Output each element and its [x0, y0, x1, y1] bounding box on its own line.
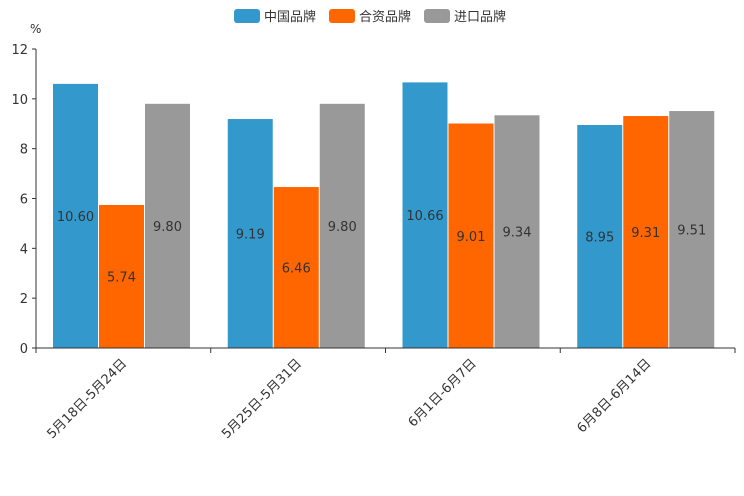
- bar: [402, 82, 448, 348]
- data-label: 9.51: [677, 224, 706, 239]
- bars: 10.60 9.19 10.66 8.95 5.74 6.46 9.01 9.31 9.80 9.…: [53, 82, 715, 349]
- bar: [669, 111, 715, 348]
- data-label: 5.74: [107, 270, 136, 285]
- data-label: 9.19: [236, 228, 265, 243]
- legend-item[interactable]: 合资品牌: [329, 9, 411, 25]
- y-tick-label: 4: [20, 242, 28, 257]
- data-label: 9.01: [457, 230, 486, 245]
- bar: [145, 103, 190, 348]
- data-label: 8.95: [585, 230, 614, 245]
- legend: 中国品牌 合资品牌 进口品牌: [234, 9, 506, 25]
- data-label: 9.80: [328, 220, 357, 235]
- bar: [494, 115, 540, 348]
- data-label: 9.80: [153, 220, 182, 235]
- x-tick-label: 6月1日-6月7日: [406, 356, 480, 430]
- legend-label: 中国品牌: [264, 9, 316, 25]
- data-label: 10.66: [406, 209, 443, 224]
- bar: [53, 83, 98, 348]
- legend-label: 合资品牌: [359, 9, 411, 25]
- y-tick-label: 12: [11, 43, 28, 58]
- bar: [273, 187, 319, 348]
- data-label: 6.46: [282, 262, 311, 277]
- y-tick-label: 2: [20, 292, 28, 307]
- x-tick-label: 5月18日-5月24日: [44, 356, 130, 442]
- bar: [319, 103, 365, 348]
- y-tick-label: 8: [20, 143, 28, 158]
- legend-item[interactable]: 中国品牌: [234, 9, 316, 25]
- data-label: 9.31: [631, 226, 660, 241]
- legend-swatch: [329, 9, 355, 23]
- x-axis: 5月18日-5月24日 5月25日-5月31日 6月1日-6月7日 6月8日-6月14…: [35, 347, 736, 442]
- x-tick-label: 6月8日-6月14日: [575, 356, 655, 436]
- legend-swatch: [234, 9, 260, 23]
- y-axis-unit-label: %: [30, 22, 41, 36]
- data-label: 10.60: [57, 210, 94, 225]
- y-tick-label: 0: [20, 342, 28, 357]
- legend-swatch: [424, 9, 450, 23]
- legend-label: 进口品牌: [454, 9, 506, 25]
- bar: [623, 116, 669, 348]
- x-tick-label: 5月25日-5月31日: [219, 356, 305, 442]
- y-axis: 0 2 4 6 8 10 12: [11, 43, 37, 357]
- bar: [577, 124, 623, 348]
- y-tick-label: 6: [20, 193, 28, 208]
- legend-item[interactable]: 进口品牌: [424, 9, 506, 25]
- bar: [448, 123, 494, 349]
- y-tick-label: 10: [11, 93, 28, 108]
- bar: [227, 119, 273, 348]
- bar: [99, 204, 144, 348]
- data-label: 9.34: [503, 226, 532, 241]
